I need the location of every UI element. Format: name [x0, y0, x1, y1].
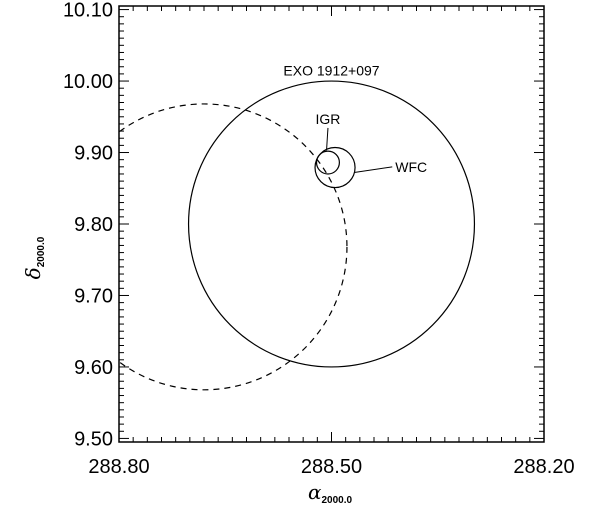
wfc-annotation: WFC — [395, 159, 427, 175]
y-tick-label: 9.50 — [74, 428, 113, 450]
tick-labels: 9.50 9.60 9.70 9.80 9.90 10.00 10.10 288.80 288.… — [63, 0, 575, 478]
exo-1912-097-circle — [187, 80, 476, 368]
x-axis-label: α2000.0 — [308, 480, 353, 506]
wfc-leader-line — [354, 166, 393, 174]
y-tick-label: 9.80 — [74, 214, 113, 236]
x-tick-label: 288.50 — [301, 456, 362, 478]
igr-leader-line — [326, 127, 329, 151]
y-tick-label: 10.10 — [63, 0, 113, 22]
x-axis-label-subscript: 2000.0 — [321, 495, 352, 506]
source-annotations: EXO 1912+097 IGR WFC — [283, 62, 427, 174]
wfc-circle — [314, 146, 356, 189]
y-axis-label-symbol: δ — [21, 267, 45, 279]
x-axis-label-symbol: α — [308, 480, 322, 504]
y-axis-label: δ2000.0 — [21, 236, 47, 279]
plot-frame — [118, 5, 545, 443]
y-tick-label: 9.90 — [74, 143, 113, 165]
y-tick-label: 10.00 — [63, 71, 113, 93]
annotation-leaders — [326, 127, 393, 174]
y-axis-label-subscript: 2000.0 — [36, 236, 47, 267]
x-tick-label: 288.20 — [513, 456, 574, 478]
source-error-circles — [119, 80, 476, 391]
igr-circle — [315, 150, 340, 175]
exo-1912-097-annotation: EXO 1912+097 — [283, 62, 379, 78]
igr-annotation: IGR — [316, 111, 341, 127]
y-tick-label: 9.60 — [74, 357, 113, 379]
x-tick-label: 288.80 — [88, 456, 149, 478]
dashed-error-circle — [119, 103, 348, 391]
y-tick-label: 9.70 — [74, 285, 113, 307]
